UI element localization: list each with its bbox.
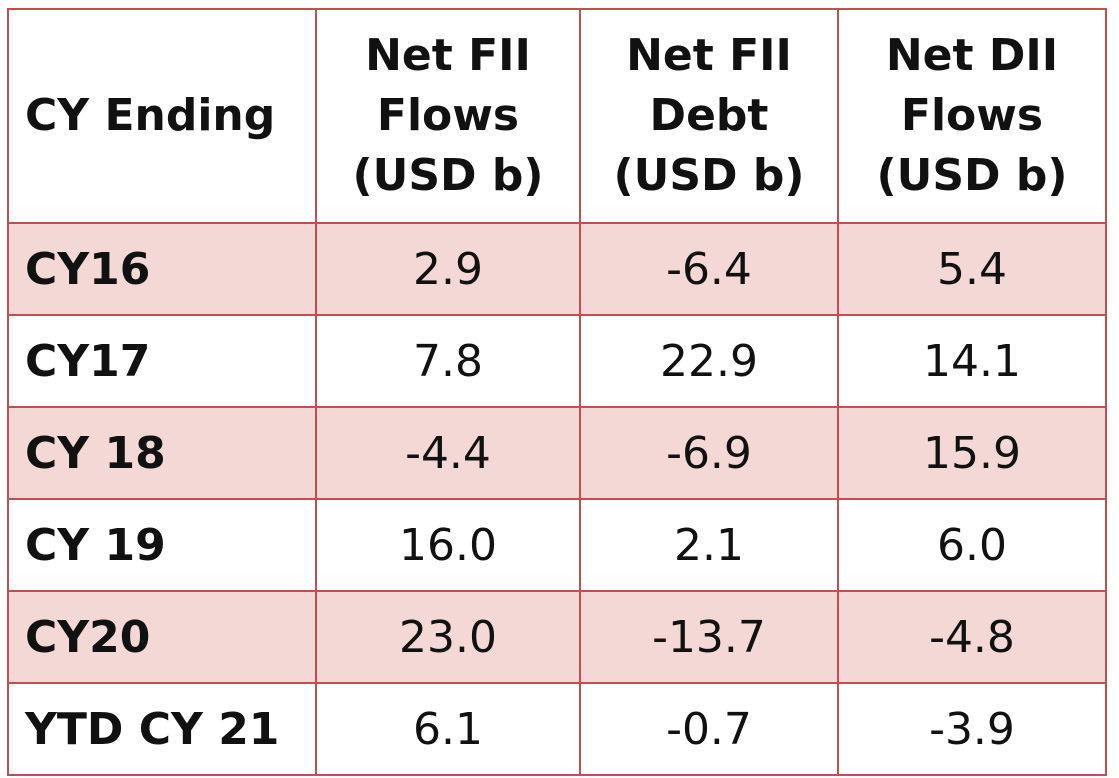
value-cell: 2.9 bbox=[315, 222, 581, 316]
header-net-dii-flows: Net DII Flows (USD b) bbox=[837, 8, 1107, 224]
row-label-cell: YTD CY 21 bbox=[7, 682, 317, 776]
table-row: CY17 7.8 22.9 14.1 bbox=[7, 314, 1107, 408]
header-line: Flows bbox=[376, 90, 520, 141]
value-cell: -6.9 bbox=[579, 406, 839, 500]
header-cy-ending: CY Ending bbox=[7, 8, 317, 224]
row-label-cell: CY 19 bbox=[7, 498, 317, 592]
header-net-fii-debt: Net FII Debt (USD b) bbox=[579, 8, 839, 224]
value-cell: 22.9 bbox=[579, 314, 839, 408]
header-line: Debt bbox=[649, 90, 769, 141]
table-row: CY 19 16.0 2.1 6.0 bbox=[7, 498, 1107, 592]
header-line: (USD b) bbox=[352, 150, 544, 201]
row-label-cell: CY 18 bbox=[7, 406, 317, 500]
value-cell: -13.7 bbox=[579, 590, 839, 684]
header-net-fii-flows: Net FII Flows (USD b) bbox=[315, 8, 581, 224]
row-label-cell: CY17 bbox=[7, 314, 317, 408]
value-cell: 15.9 bbox=[837, 406, 1107, 500]
flows-table-container: CY Ending Net FII Flows (USD b) Net FII … bbox=[7, 8, 1107, 776]
table-row: CY20 23.0 -13.7 -4.8 bbox=[7, 590, 1107, 684]
header-line: Net FII bbox=[365, 30, 531, 81]
header-line: Net DII bbox=[885, 30, 1059, 81]
value-cell: 6.0 bbox=[837, 498, 1107, 592]
header-row: CY Ending Net FII Flows (USD b) Net FII … bbox=[7, 8, 1107, 224]
header-line: Net FII bbox=[626, 30, 792, 81]
value-cell: -4.4 bbox=[315, 406, 581, 500]
value-cell: -6.4 bbox=[579, 222, 839, 316]
value-cell: 23.0 bbox=[315, 590, 581, 684]
header-line: (USD b) bbox=[613, 150, 805, 201]
value-cell: 7.8 bbox=[315, 314, 581, 408]
table-row: YTD CY 21 6.1 -0.7 -3.9 bbox=[7, 682, 1107, 776]
header-line: CY Ending bbox=[25, 90, 276, 141]
table-row: CY16 2.9 -6.4 5.4 bbox=[7, 222, 1107, 316]
value-cell: 6.1 bbox=[315, 682, 581, 776]
value-cell: -0.7 bbox=[579, 682, 839, 776]
header-line: (USD b) bbox=[876, 150, 1068, 201]
value-cell: 5.4 bbox=[837, 222, 1107, 316]
row-label-cell: CY20 bbox=[7, 590, 317, 684]
value-cell: 14.1 bbox=[837, 314, 1107, 408]
value-cell: 2.1 bbox=[579, 498, 839, 592]
row-label-cell: CY16 bbox=[7, 222, 317, 316]
header-line: Flows bbox=[900, 90, 1044, 141]
value-cell: -4.8 bbox=[837, 590, 1107, 684]
value-cell: -3.9 bbox=[837, 682, 1107, 776]
table-body: CY16 2.9 -6.4 5.4 CY17 7.8 22.9 14.1 CY 18 -4.4 -6… bbox=[7, 222, 1107, 776]
flows-table: CY Ending Net FII Flows (USD b) Net FII … bbox=[7, 8, 1107, 776]
table-row: CY 18 -4.4 -6.9 15.9 bbox=[7, 406, 1107, 500]
value-cell: 16.0 bbox=[315, 498, 581, 592]
